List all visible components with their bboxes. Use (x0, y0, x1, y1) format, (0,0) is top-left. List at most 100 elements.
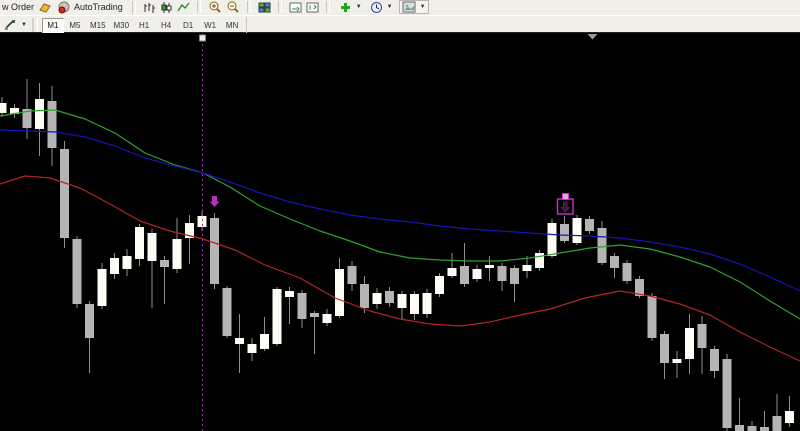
bull-candle-body (522, 265, 532, 271)
bull-candle-body (10, 108, 19, 114)
bear-candle-body (747, 426, 757, 431)
bull-candle-body (185, 223, 194, 238)
bull-candle-body (110, 258, 119, 274)
bear-candle-body (47, 101, 57, 148)
bull-candle-body (122, 256, 132, 269)
bear-candle-body (72, 239, 82, 304)
bear-candle-body (360, 284, 369, 308)
bear-candle-body (710, 349, 719, 371)
bull-candle-body (260, 334, 269, 349)
bull-candle-body (535, 253, 544, 268)
toolbar-separator (196, 1, 201, 13)
price-chart-canvas[interactable] (0, 33, 800, 431)
tile-windows-icon[interactable] (258, 1, 271, 14)
template-picture-icon (402, 1, 416, 13)
toolbar-row-timeframes: ▼ M1 M5 M15 M30 H1 H4 D1 W1 MN (0, 15, 800, 34)
bull-candle-body (285, 291, 294, 297)
bull-candle-body (410, 294, 419, 314)
vline-anchor[interactable] (199, 34, 206, 42)
bear-candle-body (597, 228, 607, 263)
autotrading-button[interactable]: AutoTrading (56, 0, 125, 14)
bull-candle-body (0, 103, 7, 113)
timeframe-button-MN[interactable]: MN (221, 18, 243, 33)
selected-signal-arrow[interactable] (560, 201, 570, 213)
chevron-down-icon: ▼ (386, 4, 393, 10)
chevron-down-icon: ▼ (419, 4, 426, 10)
bull-candle-body (272, 289, 282, 344)
bull-candle-body (435, 276, 444, 294)
line-chart-icon[interactable] (177, 1, 190, 14)
bear-candle-body (622, 263, 632, 281)
bull-candle-body (147, 233, 157, 261)
auto-scroll-icon[interactable] (289, 1, 302, 14)
bull-candle-body (672, 359, 682, 363)
bear-candle-body (585, 219, 594, 231)
bear-candle-body (722, 359, 732, 428)
bear-candle-body (660, 334, 669, 363)
bear-candle-body (297, 293, 307, 319)
expert-gold-icon[interactable] (38, 1, 52, 14)
toolbar-separator (31, 18, 38, 32)
zoom-in-icon[interactable] (208, 1, 222, 14)
bear-candle-body (560, 224, 569, 241)
chart-shift-marker[interactable] (587, 34, 598, 40)
bull-candle-body (472, 269, 482, 279)
ma-mid-blue (0, 129, 800, 292)
bear-candle-body (772, 416, 782, 431)
zoom-out-icon[interactable] (226, 1, 240, 14)
timeframe-button-M1[interactable]: M1 (41, 17, 64, 33)
bull-candle-body (97, 269, 107, 306)
line-tool-button[interactable]: ▼ (2, 17, 29, 33)
selected-signal-arrow-anchor[interactable] (562, 193, 569, 200)
add-indicator-icon (339, 1, 352, 14)
periods-clock-icon (370, 1, 383, 14)
bear-candle-body (85, 304, 94, 338)
bull-candle-body (322, 314, 332, 323)
bull-candle-body (447, 268, 457, 276)
bull-candle-body (685, 328, 694, 359)
bull-candle-body (135, 227, 144, 259)
add-indicator-button[interactable]: ▼ (337, 0, 364, 14)
periods-button[interactable]: ▼ (368, 0, 395, 14)
bull-candle-body (172, 239, 182, 269)
bear-candle-body (210, 218, 219, 284)
timeframe-button-D1[interactable]: D1 (177, 18, 199, 33)
bull-candle-body (197, 216, 207, 227)
timeframe-button-M15[interactable]: M15 (86, 18, 110, 33)
timeframe-button-M30[interactable]: M30 (110, 18, 134, 33)
bull-candle-body (485, 265, 494, 268)
timeframe-button-H1[interactable]: H1 (133, 18, 155, 33)
line-tool-icon (4, 19, 17, 31)
toolbar-row-main: w Order AutoTrading (0, 0, 800, 15)
sell-arrow[interactable] (209, 196, 220, 207)
bull-candle-body (335, 269, 344, 316)
bear-candle-body (497, 266, 507, 281)
candlestick-chart-icon[interactable] (160, 1, 173, 14)
toolbar: w Order AutoTrading (0, 0, 800, 34)
ma-fast-green (0, 109, 800, 320)
toolbar-separator (325, 1, 330, 13)
toolbar-separator (246, 1, 251, 13)
new-order-button[interactable]: w Order (2, 2, 35, 12)
timeframe-button-H4[interactable]: H4 (155, 18, 177, 33)
bar-chart-icon[interactable] (143, 1, 156, 14)
bull-candle-body (785, 411, 794, 423)
timeframe-button-W1[interactable]: W1 (199, 18, 221, 33)
bear-candle-body (510, 268, 519, 284)
timeframe-button-M5[interactable]: M5 (64, 18, 86, 33)
bear-candle-body (697, 324, 707, 348)
bear-candle-body (160, 260, 169, 267)
autotrading-status-icon (58, 1, 71, 14)
bear-candle-body (460, 266, 469, 284)
chevron-down-icon: ▼ (21, 22, 27, 28)
chart-shift-icon[interactable] (306, 1, 319, 14)
templates-button[interactable]: ▼ (398, 0, 429, 14)
bull-candle-body (35, 99, 44, 129)
bull-candle-body (372, 293, 382, 304)
toolbar-separator (246, 17, 248, 33)
price-chart[interactable] (0, 32, 800, 431)
bull-candle-body (397, 294, 407, 308)
bear-candle-body (60, 149, 69, 238)
bull-candle-body (572, 218, 582, 243)
bull-candle-body (422, 293, 432, 314)
